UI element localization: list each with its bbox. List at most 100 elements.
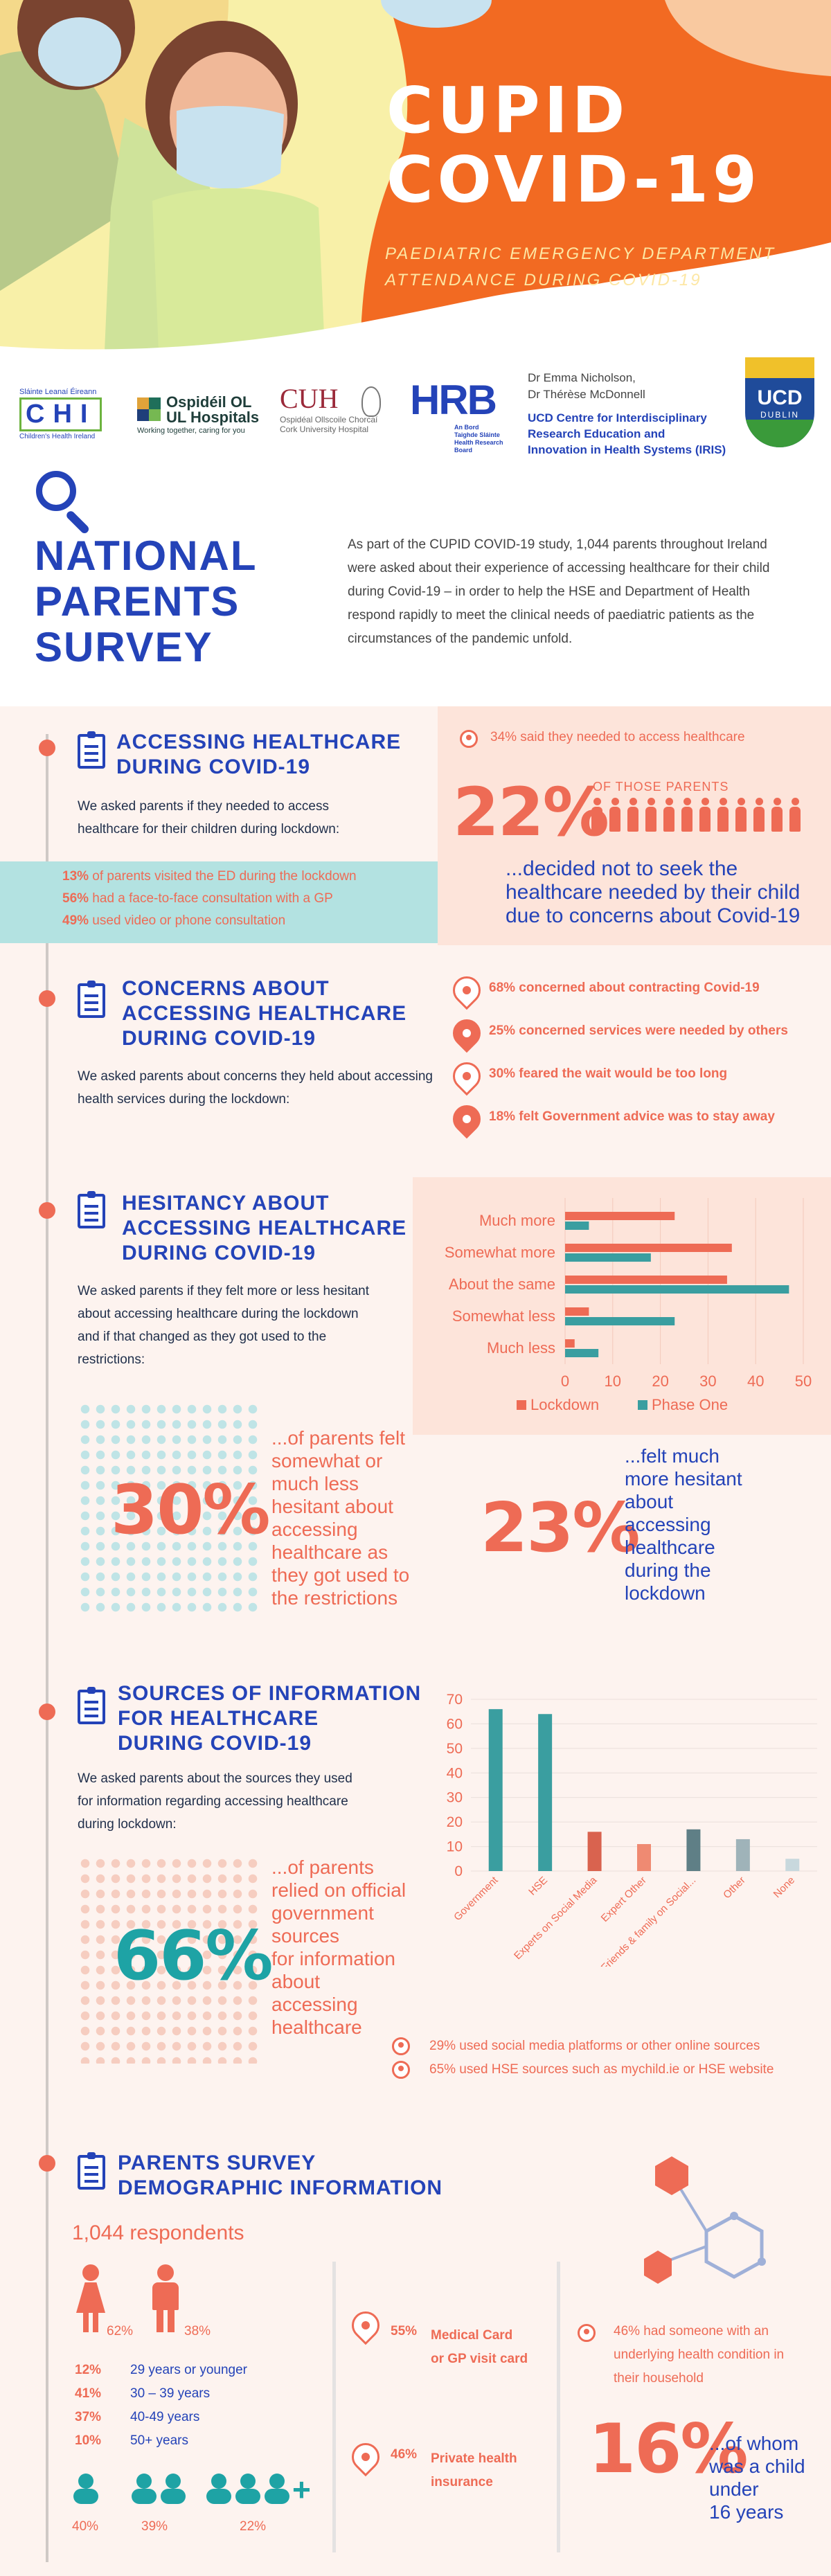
underlying-line: 46% had someone with an bbox=[614, 2324, 769, 2338]
decided-line3: due to concerns about Covid-19 bbox=[506, 904, 801, 927]
category-label: About the same bbox=[449, 1276, 555, 1293]
intro-title-line1: NATIONAL bbox=[35, 533, 258, 579]
big2-line: healthcare bbox=[625, 1537, 715, 1558]
hero-subtitle-line2: ATTENDANCE DURING COVID-19 bbox=[385, 271, 702, 289]
age-pct: 12% bbox=[75, 2363, 102, 2377]
hrb-line2: Taighde Sláinte bbox=[454, 431, 500, 438]
sources-line: accessing bbox=[271, 1994, 358, 2015]
access-title-line1: ACCESSING HEALTHCARE bbox=[116, 731, 402, 753]
big1-line: somewhat or bbox=[271, 1450, 383, 1472]
y-tick-label: 40 bbox=[447, 1765, 463, 1781]
baby-icon bbox=[263, 2474, 291, 2505]
authors-line1: Dr Emma Nicholson, bbox=[528, 371, 636, 384]
iris-line3: Innovation in Health Systems (IRIS) bbox=[528, 443, 726, 456]
bar-lockdown bbox=[565, 1307, 589, 1316]
kids-pct: 40% bbox=[72, 2519, 99, 2534]
intro-section: NATIONAL PARENTS SURVEY As part of the C… bbox=[0, 471, 831, 706]
hesitancy-chart: 0 10 20 30 40 50 Much more Somewhat more About t… bbox=[445, 1198, 812, 1413]
decided-text: ...decided not to seek the healthcare ne… bbox=[506, 857, 800, 928]
sources-title-line1: SOURCES OF INFORMATION bbox=[118, 1682, 422, 1705]
age-pct: 37% bbox=[75, 2410, 102, 2424]
stat-ed-pct: 13% bbox=[62, 869, 89, 884]
need-text: 34% said they needed to access healthcar… bbox=[490, 730, 745, 744]
ul-logo-line2: UL Hospitals bbox=[166, 409, 260, 426]
big2-line: about bbox=[625, 1491, 674, 1512]
chi-logo-mark: CHI bbox=[19, 397, 102, 431]
y-tick-label: 30 bbox=[447, 1790, 463, 1806]
sources-line: about bbox=[271, 1971, 321, 1992]
decided-line2: healthcare needed by their child bbox=[506, 881, 801, 904]
bar bbox=[686, 1829, 701, 1871]
timeline-dot bbox=[39, 2155, 55, 2172]
category-label: Somewhat more bbox=[445, 1244, 555, 1261]
big1-line: much less bbox=[271, 1473, 359, 1494]
age-label: 30 – 39 years bbox=[130, 2386, 211, 2401]
age-pct: 10% bbox=[75, 2433, 102, 2448]
big2-line: during the bbox=[625, 1559, 711, 1581]
underlying-line: underlying health condition in bbox=[614, 2347, 785, 2362]
cuh-logo-line1: Ospidéal Ollscoile Chorcaí bbox=[280, 415, 378, 424]
timeline-dot bbox=[39, 740, 55, 756]
bar bbox=[538, 1714, 553, 1871]
authors-line2: Dr Thérèse McDonnell bbox=[528, 388, 645, 401]
person-figure-icon bbox=[644, 798, 658, 832]
sources-title-line3: DURING COVID-19 bbox=[118, 1732, 312, 1755]
sources-line: government bbox=[271, 1902, 374, 1924]
big1-line: the restrictions bbox=[271, 1587, 398, 1609]
big1-line: they got used to bbox=[271, 1564, 410, 1586]
intro-title: NATIONAL PARENTS SURVEY bbox=[35, 533, 258, 670]
big1-line: hesitant about bbox=[271, 1496, 393, 1517]
category-label: Government bbox=[452, 1874, 501, 1923]
bar-lockdown bbox=[565, 1276, 727, 1284]
category-label: None bbox=[771, 1875, 797, 1900]
hesitancy-title-line3: DURING COVID-19 bbox=[122, 1242, 316, 1264]
whom-line: ...of whom bbox=[709, 2433, 799, 2454]
age-row: 10% 50+ years bbox=[75, 2429, 247, 2453]
y-tick-label: 70 bbox=[447, 1692, 463, 1708]
timeline-dot bbox=[39, 1703, 55, 1720]
concerns-title: CONCERNS ABOUT ACCESSING HEALTHCARE DURI… bbox=[122, 976, 406, 1051]
y-tick-label: 0 bbox=[454, 1863, 463, 1879]
big1-line: healthcare as bbox=[271, 1541, 388, 1563]
sources-note2: 65% used HSE sources such as mychild.ie … bbox=[429, 2062, 774, 2077]
dot-pattern bbox=[78, 1856, 262, 2064]
timeline-dot bbox=[39, 990, 55, 1007]
bar bbox=[785, 1859, 800, 1871]
category-label: Friends & family on Social... bbox=[599, 1875, 698, 1967]
access-title: ACCESSING HEALTHCARE DURING COVID-19 bbox=[116, 730, 401, 780]
hero-title: CUPID COVID-19 bbox=[386, 76, 761, 215]
dot-pattern bbox=[78, 1402, 262, 1615]
age-row: 41% 30 – 39 years bbox=[75, 2382, 247, 2406]
cuh-logo-line2: Cork University Hospital bbox=[280, 424, 369, 434]
intro-title-line2: PARENTS bbox=[35, 578, 240, 625]
hesitancy-big2: 23% bbox=[481, 1489, 641, 1568]
concern-item: 68% concerned about contracting Covid-19 bbox=[489, 981, 760, 995]
ul-logo-tagline: Working together, caring for you bbox=[137, 427, 245, 435]
sources-title-line2: FOR HEALTHCARE bbox=[118, 1707, 319, 1730]
hrb-line1: An Bord bbox=[454, 424, 479, 431]
person-icon bbox=[392, 2061, 410, 2079]
baby-icon bbox=[72, 2474, 100, 2505]
access-text: We asked parents if they needed to acces… bbox=[78, 799, 340, 837]
sources-big-text: ...of parents relied on official governm… bbox=[271, 1856, 406, 2039]
ucd-line2: DUBLIN bbox=[760, 410, 799, 420]
location-pin-icon bbox=[447, 970, 487, 1010]
big2-line: more hesitant bbox=[625, 1468, 742, 1490]
x-tick-label: 40 bbox=[747, 1372, 764, 1390]
category-label: Much more bbox=[479, 1212, 555, 1229]
person-figure-icon bbox=[716, 798, 730, 832]
private-line2: insurance bbox=[431, 2475, 493, 2489]
medical-text: Medical Card or GP visit card bbox=[431, 2324, 528, 2371]
x-tick-label: 50 bbox=[795, 1372, 812, 1390]
concerns-title-line2: ACCESSING HEALTHCARE bbox=[122, 1002, 407, 1025]
intro-text: As part of the CUPID COVID-19 study, 1,0… bbox=[348, 537, 770, 646]
sources-text: We asked parents about the sources they … bbox=[78, 1771, 352, 1832]
of-those-parents: OF THOSE PARENTS bbox=[593, 780, 729, 794]
search-icon bbox=[36, 471, 94, 535]
clipboard-icon bbox=[78, 1191, 105, 1228]
concern-item: 18% felt Government advice was to stay a… bbox=[489, 1109, 775, 1124]
concerns-text: We asked parents about concerns they hel… bbox=[78, 1069, 433, 1107]
age-label: 40-49 years bbox=[130, 2410, 200, 2424]
divider bbox=[332, 2262, 336, 2552]
ucd-crest: UCD DUBLIN bbox=[745, 357, 814, 447]
